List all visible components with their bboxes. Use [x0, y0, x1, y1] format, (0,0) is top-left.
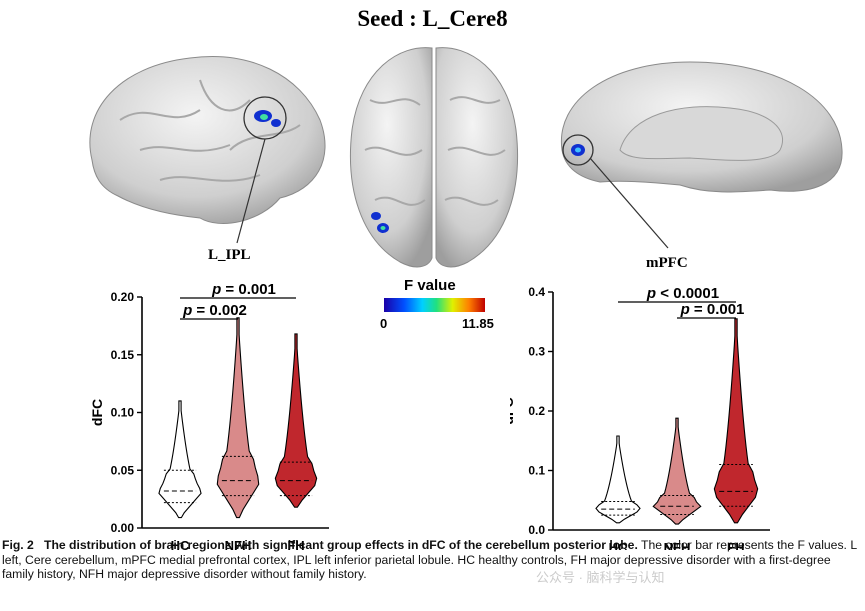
left-lateral-brain-image: [89, 56, 326, 244]
caption-body: The color bar represents the F values. L…: [2, 538, 857, 582]
violin-chart-left: 0.00 0.05 0.10 0.15 0.20 dFC HC NFH FH p = 0.001 p…: [89, 281, 329, 550]
y-tick-label: 0.0: [528, 523, 545, 537]
significance-label: p < 0.0001: [646, 285, 719, 302]
watermark: 公众号 · 脑科学与认知: [536, 570, 665, 585]
y-tick-label: 0.1: [528, 464, 545, 478]
colorbar-max-label: 11.85: [462, 316, 494, 331]
violin-hc: [595, 435, 641, 524]
y-tick-label: 0.4: [528, 285, 545, 299]
violin-fh: [713, 318, 759, 524]
violin-hc: [158, 400, 202, 519]
caption-title: The distribution of brain regions with s…: [44, 538, 638, 552]
violin-nfh: [652, 417, 702, 525]
top-view-brain-image: [349, 47, 519, 268]
colorbar: [384, 298, 485, 312]
x-tick-label-hc: HC: [171, 538, 190, 550]
right-medial-brain-image: [560, 61, 843, 249]
significance-label: p = 0.001: [680, 301, 745, 318]
region-label-left: L_IPL: [208, 247, 251, 263]
significance-label: p = 0.001: [211, 281, 276, 298]
y-tick-label: 0.10: [111, 406, 135, 420]
x-tick-label-hc: HC: [609, 540, 628, 550]
caption-label: Fig. 2: [2, 538, 34, 552]
violin-nfh: [216, 317, 260, 519]
y-axis-label: dFC: [510, 397, 516, 424]
y-tick-label: 0.05: [111, 463, 135, 477]
y-tick-label: 0.3: [528, 345, 545, 359]
y-tick-label: 0.2: [528, 404, 545, 418]
y-tick-label: 0.15: [111, 348, 135, 362]
x-tick-label-fh: FH: [287, 538, 304, 550]
violin-fh: [274, 333, 318, 508]
y-tick-label: 0.20: [111, 290, 135, 304]
colorbar-title: F value: [404, 277, 456, 294]
region-label-right: mPFC: [646, 255, 688, 271]
figure-caption: Fig. 2 The distribution of brain regions…: [2, 538, 862, 582]
y-tick-label: 0.00: [111, 521, 135, 535]
significance-label: p = 0.002: [182, 302, 247, 319]
x-tick-label-nfh: NFH: [664, 540, 691, 550]
x-tick-label-nfh: NFH: [225, 538, 252, 550]
brain-images: [89, 47, 843, 268]
y-axis-label: dFC: [89, 399, 105, 426]
seed-title: Seed : L_Cere8: [357, 6, 508, 31]
x-tick-label-fh: FH: [727, 540, 744, 550]
colorbar-min-label: 0: [380, 316, 388, 331]
